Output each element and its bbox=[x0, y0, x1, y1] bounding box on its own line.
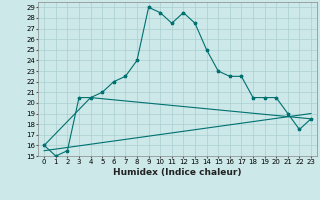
X-axis label: Humidex (Indice chaleur): Humidex (Indice chaleur) bbox=[113, 168, 242, 177]
